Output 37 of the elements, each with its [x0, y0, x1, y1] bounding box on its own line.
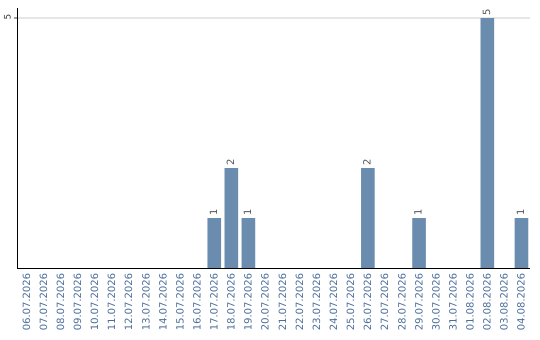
x-tick-label: 19.07.2026: [244, 273, 255, 330]
x-tick-label: 04.08.2026: [516, 273, 528, 330]
x-tick-label: 18.07.2026: [226, 273, 238, 330]
x-tick-label: 15.07.2026: [175, 273, 186, 330]
x-tick-label: 24.07.2026: [328, 273, 340, 330]
x-tick-label: 17.07.2026: [210, 273, 221, 330]
x-tick-label: 16.07.2026: [192, 273, 204, 330]
x-tick-label: 31.07.2026: [448, 273, 460, 330]
x-tick-label: 30.07.2026: [431, 273, 442, 330]
x-tick-label: 14.07.2026: [158, 273, 170, 330]
data-label: 1: [208, 208, 220, 215]
x-tick-label: 08.07.2026: [56, 273, 67, 330]
data-label: 1: [242, 208, 254, 215]
data-label: 1: [414, 208, 425, 215]
x-tick-label: 10.07.2026: [90, 273, 102, 330]
x-tick-label: 13.07.2026: [141, 273, 152, 330]
x-tick-label: 25.07.2026: [346, 273, 358, 330]
data-label: 1: [516, 208, 527, 215]
x-tick-label: 12.07.2026: [124, 273, 136, 330]
x-tick-label: 27.07.2026: [380, 273, 392, 330]
x-tick-label: 21.07.2026: [278, 273, 289, 330]
x-tick-label: 06.07.2026: [22, 273, 33, 330]
data-label: 5: [482, 8, 493, 15]
x-tick-label: 11.07.2026: [107, 273, 118, 330]
x-tick-label: 07.07.2026: [38, 273, 50, 330]
x-tick-label: 02.08.2026: [482, 273, 494, 330]
data-label: 2: [362, 158, 374, 165]
x-tick-label: 20.07.2026: [260, 273, 272, 330]
x-tick-label: 26.07.2026: [363, 273, 374, 330]
x-tick-label: 23.07.2026: [312, 273, 323, 330]
x-tick-label: 28.07.2026: [397, 273, 408, 330]
x-tick-label: 01.08.2026: [466, 273, 477, 330]
x-tick-label: 29.07.2026: [414, 273, 426, 330]
x-tick-label: 09.07.2026: [72, 273, 84, 330]
data-label: 2: [226, 158, 237, 165]
x-tick-label: 03.08.2026: [500, 273, 511, 330]
x-tick-label: 22.07.2026: [294, 273, 306, 330]
